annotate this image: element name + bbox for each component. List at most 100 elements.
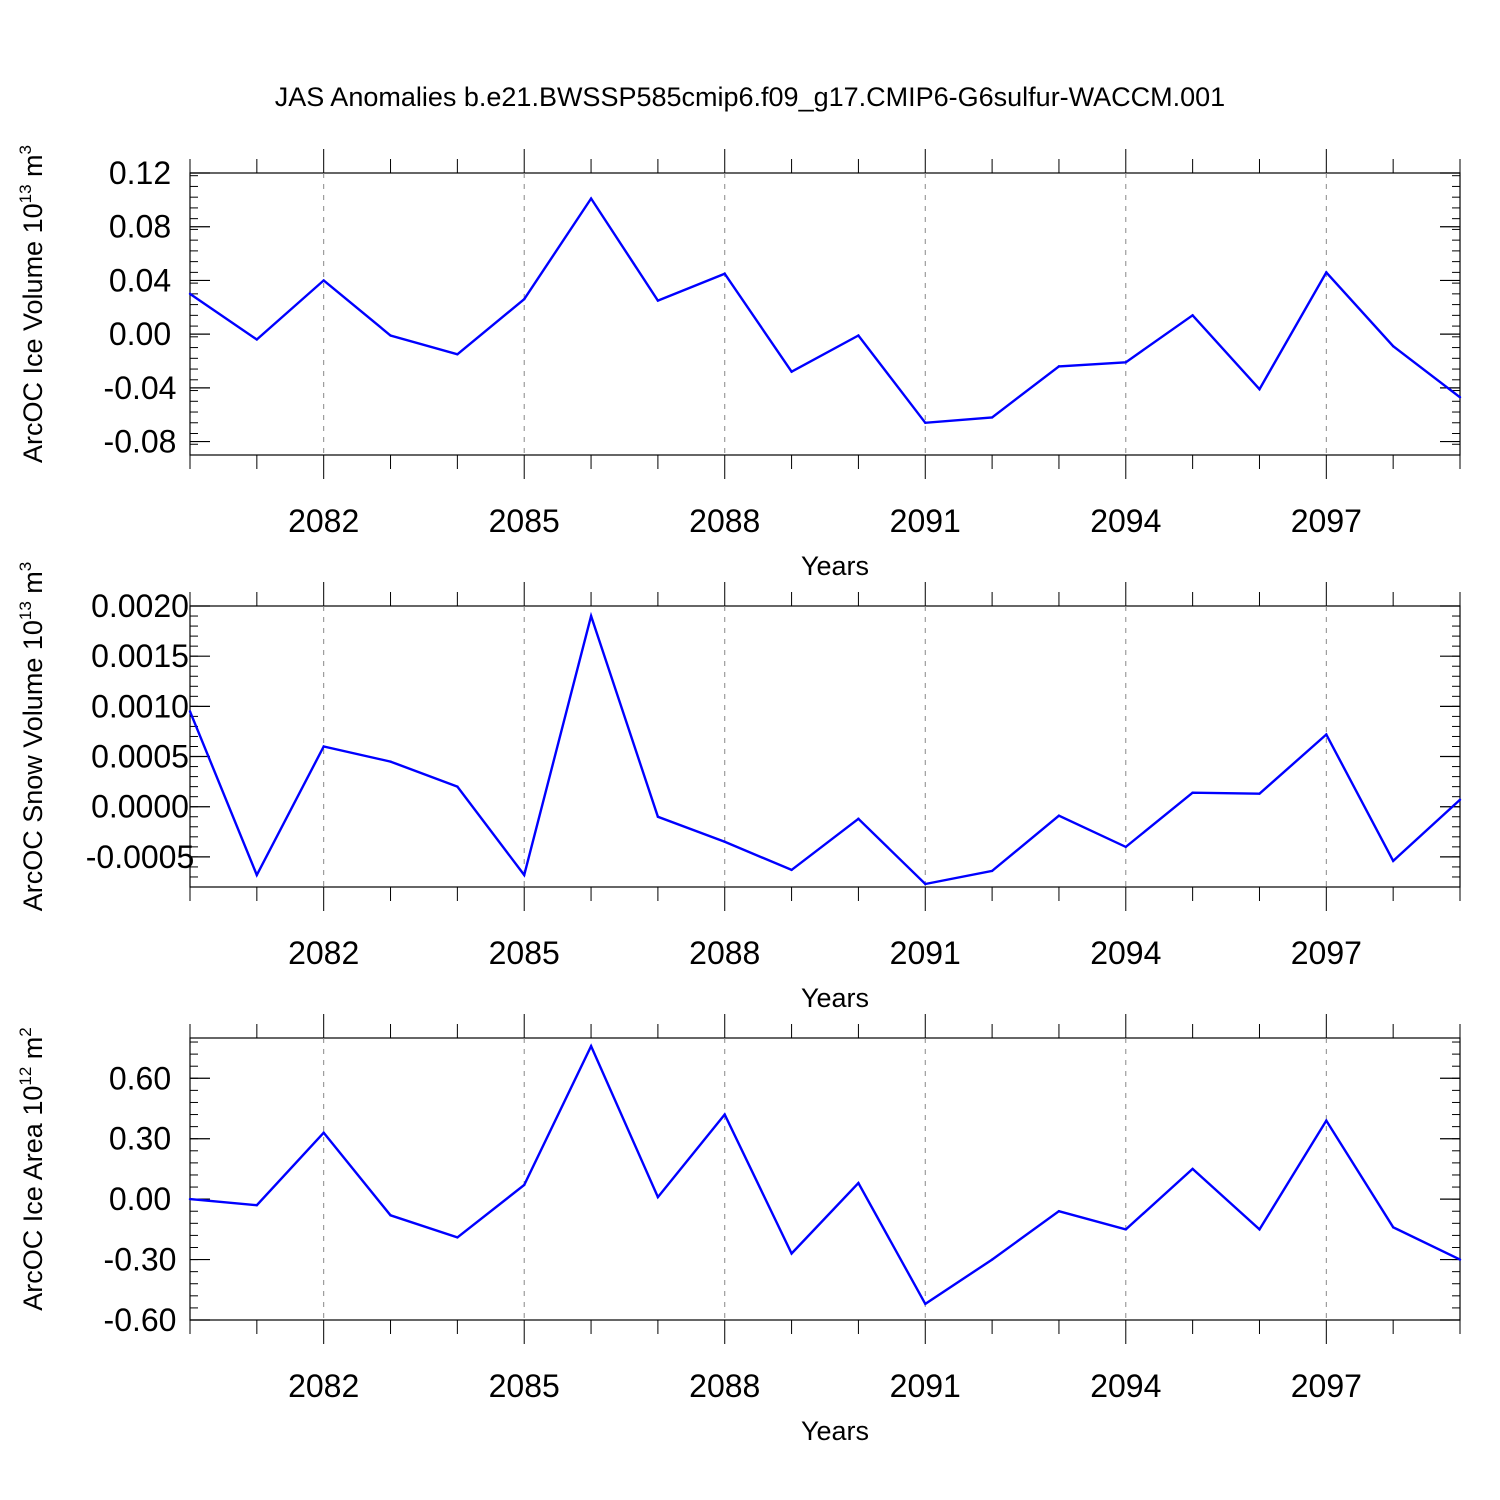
data-point (656, 299, 660, 302)
y-tick-label: 0.0005 (91, 739, 189, 775)
y-tick-label: 0.0000 (91, 789, 189, 825)
data-point (322, 279, 325, 282)
x-tick-label: 2088 (689, 1368, 760, 1404)
x-axis-title: Years (801, 983, 869, 1013)
data-point (656, 1195, 660, 1199)
x-tick-label: 2091 (890, 1368, 961, 1404)
y-tick-label: 0.08 (109, 209, 171, 245)
y-tick-label: -0.60 (104, 1302, 177, 1338)
data-point (857, 817, 860, 820)
data-point (1391, 345, 1395, 348)
x-tick-label: 2097 (1291, 935, 1362, 971)
data-point (322, 1131, 325, 1134)
data-point (1191, 791, 1194, 794)
data-point (1391, 1226, 1395, 1229)
data-point (990, 1258, 994, 1261)
y-axis-title: ArcOC Ice Area 1012 m2 (16, 1027, 48, 1311)
data-point (1458, 798, 1462, 801)
x-tick-label: 2094 (1090, 935, 1161, 971)
data-point (188, 710, 192, 713)
data-point (1458, 1258, 1462, 1261)
data-point (1391, 859, 1395, 863)
data-point (723, 272, 726, 275)
x-axis-title: Years (801, 1416, 869, 1446)
series-line (189, 196, 1461, 425)
x-tick-label: 2094 (1090, 503, 1161, 539)
data-point (523, 873, 526, 877)
x-tick-label: 2088 (689, 503, 760, 539)
data-point (924, 1302, 927, 1306)
data-point (1325, 733, 1328, 736)
y-tick-label: -0.04 (104, 370, 177, 406)
data-point (857, 334, 860, 337)
data-point (924, 421, 927, 424)
y-tick-label: 0.0015 (91, 638, 189, 674)
data-point (857, 1181, 860, 1185)
data-point (255, 873, 259, 877)
data-point (188, 292, 192, 296)
data-point (456, 353, 459, 356)
data-point (188, 1197, 192, 1201)
x-tick-label: 2082 (288, 1368, 359, 1404)
x-tick-label: 2097 (1291, 1368, 1362, 1404)
x-tick-label: 2085 (489, 935, 560, 971)
x-tick-label: 2091 (890, 935, 961, 971)
data-point (790, 868, 793, 872)
data-point (1191, 314, 1194, 317)
y-tick-label: 0.60 (109, 1060, 171, 1096)
x-tick-label: 2091 (890, 503, 961, 539)
data-point (1057, 814, 1061, 817)
data-point (723, 840, 726, 844)
data-point (589, 197, 593, 200)
y-tick-label: -0.30 (104, 1242, 177, 1278)
y-tick-label: 0.00 (109, 316, 171, 352)
series-line (188, 611, 1461, 886)
data-point (1258, 1228, 1261, 1231)
x-tick-label: 2082 (288, 935, 359, 971)
data-point (723, 1113, 726, 1116)
series-line (189, 1043, 1461, 1306)
data-point (1057, 365, 1061, 368)
x-tick-label: 2088 (689, 935, 760, 971)
x-tick-label: 2097 (1291, 503, 1362, 539)
data-point (656, 815, 660, 818)
y-tick-label: 0.30 (109, 1121, 171, 1157)
y-tick-label: -0.08 (104, 424, 177, 460)
data-point (255, 338, 259, 341)
x-axis-title: Years (801, 551, 869, 581)
data-point (322, 745, 325, 748)
y-tick-label: 0.12 (109, 155, 171, 191)
y-axis-title: ArcOC Snow Volume 1013 m3 (16, 562, 48, 912)
data-point (1124, 361, 1127, 364)
x-tick-label: 2094 (1090, 1368, 1161, 1404)
data-point (1258, 792, 1261, 795)
chart-panels: 0.12 0.08 0.04 0.00 -0.04 -0.08 2082 2085 2088 20… (16, 145, 1462, 1446)
x-tick-label: 2082 (288, 503, 359, 539)
chart-panel-2: 0.0020 0.0015 0.0010 0.0005 0.0000 -0.0005 208… (16, 562, 1462, 1013)
data-point (790, 370, 793, 373)
y-tick-label: 0.0010 (91, 688, 189, 724)
chart-panel-3: 0.60 0.30 0.00 -0.30 -0.60 2082 2085 2088 2091 20… (16, 1014, 1462, 1446)
plot-frame (189, 1037, 1461, 1321)
data-point (523, 298, 526, 301)
data-point (1325, 1119, 1328, 1122)
data-point (255, 1203, 259, 1207)
data-point (1124, 1228, 1127, 1231)
y-axis-title: ArcOC Ice Volume 1013 m3 (16, 145, 48, 463)
y-tick-label: 0.04 (109, 262, 171, 298)
x-tick-label: 2085 (489, 1368, 560, 1404)
y-tick-label: 0.0020 (91, 588, 189, 624)
data-point (389, 1214, 392, 1217)
data-point (589, 614, 593, 618)
data-point (456, 785, 459, 788)
plot-frame (189, 172, 1461, 456)
figure-title: JAS Anomalies b.e21.BWSSP585cmip6.f09_g1… (275, 82, 1225, 112)
data-point (1458, 396, 1462, 399)
data-point (589, 1044, 593, 1048)
y-tick-label: -0.0005 (86, 839, 195, 875)
data-point (523, 1183, 526, 1187)
data-point (1124, 845, 1127, 849)
data-point (389, 760, 392, 763)
chart-panel-1: 0.12 0.08 0.04 0.00 -0.04 -0.08 2082 2085 2088 20… (16, 145, 1462, 581)
